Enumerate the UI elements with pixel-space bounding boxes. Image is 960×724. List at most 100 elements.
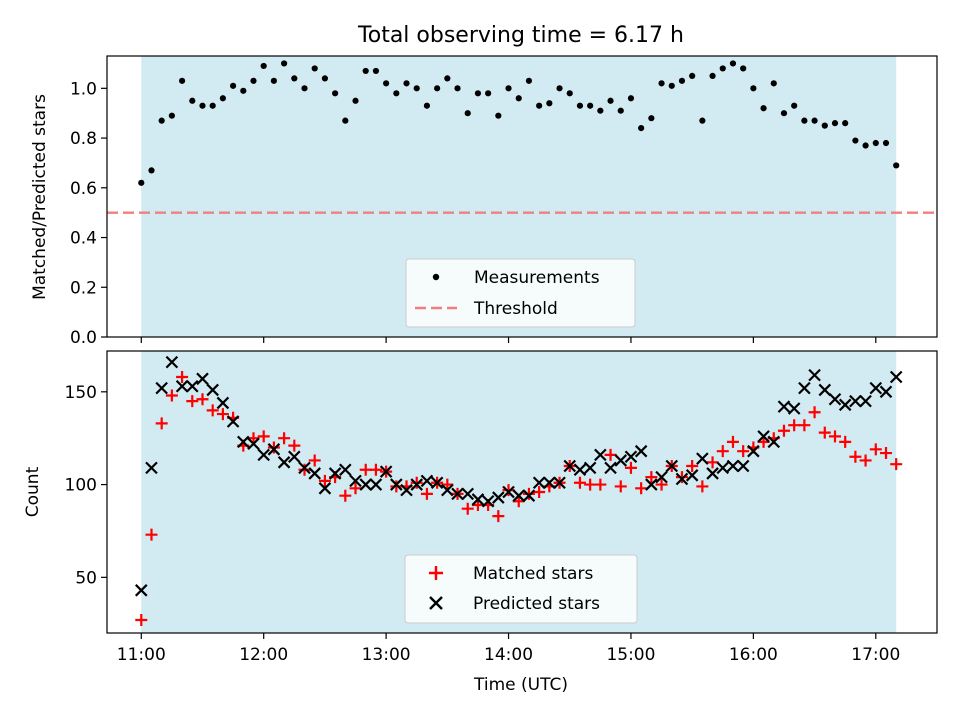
measurement-point [464, 110, 471, 117]
measurement-point [362, 67, 369, 75]
measurement-point [852, 137, 859, 144]
predicted-star-point [461, 487, 475, 501]
measurement-point [791, 102, 798, 109]
matched-star-point [604, 448, 617, 461]
matched-star-point [369, 463, 382, 476]
measurement-point [148, 167, 155, 174]
predicted-star-point [543, 476, 556, 490]
matched-star-point [461, 502, 474, 515]
predicted-star-point [522, 489, 536, 502]
matched-star-point [135, 614, 148, 627]
bottom-y-label: Count [23, 466, 43, 517]
x-tick-label: 14:00 [484, 645, 533, 665]
predicted-star-point [696, 452, 709, 465]
matched-star-point [818, 426, 831, 439]
matched-star-point [471, 498, 484, 511]
top-legend-box [405, 258, 636, 328]
bottom-y-tick-label: 100 [65, 476, 97, 496]
matched-star-point [216, 408, 229, 421]
top-axes-frame [106, 55, 938, 338]
predicted-star-point [706, 467, 719, 480]
predicted-star-point [155, 381, 168, 395]
matched-star-point [420, 487, 433, 500]
legend-measurements-label: Measurements [474, 268, 600, 288]
predicted-star-point [308, 467, 321, 480]
measurement-point [393, 90, 400, 97]
measurement-point [454, 85, 461, 92]
predicted-star-point [451, 487, 464, 501]
measurement-point [648, 115, 655, 122]
matched-star-point [278, 432, 291, 445]
measurement-point [760, 105, 767, 112]
matched-star-point [267, 441, 280, 454]
predicted-star-point [675, 472, 689, 486]
matched-star-point [196, 393, 209, 406]
matched-star-point [176, 370, 189, 383]
matched-star-point [441, 478, 454, 491]
matched-star-point [359, 463, 372, 476]
x-tick-label: 11:00 [117, 645, 166, 665]
measurement-point [444, 75, 451, 82]
measurement-point [332, 90, 339, 97]
measurement-point [678, 77, 686, 84]
predicted-star-point [145, 461, 158, 475]
matched-star-point [635, 482, 648, 495]
predicted-star-point [288, 450, 301, 464]
measurement-point [780, 110, 788, 117]
legend-measurement-marker [432, 273, 440, 281]
top-x-ticks [140, 337, 877, 343]
measurement-point [209, 102, 216, 109]
predicted-star-point [369, 478, 383, 491]
matched-star-point [492, 510, 505, 523]
legend-predicted-marker [429, 596, 443, 610]
measurement-point [260, 62, 267, 70]
measurement-point [862, 142, 869, 149]
top-y-tick-label: 0.4 [70, 229, 97, 249]
predicted-star-point [247, 437, 260, 451]
matched-star-point [573, 476, 586, 489]
matched-star-point [839, 435, 852, 448]
matched-star-point [206, 404, 219, 417]
measurement-point [597, 107, 604, 114]
matched-star-point [186, 395, 199, 408]
top-y-tick-label: 0.2 [70, 278, 97, 298]
measurement-point [566, 90, 573, 97]
measurement-point [158, 117, 165, 124]
measurement-point [668, 82, 675, 89]
predicted-star-point [277, 456, 291, 469]
matched-star-point [788, 419, 801, 432]
matched-star-point [624, 461, 637, 474]
measurement-point [607, 97, 614, 104]
predicted-star-point [614, 454, 628, 467]
matched-star-point [777, 424, 790, 437]
predicted-star-point [390, 478, 403, 491]
measurement-point [383, 80, 390, 87]
matched-star-point [869, 443, 882, 456]
measurement-point [750, 85, 757, 92]
matched-star-point [686, 460, 699, 473]
matched-star-point [757, 435, 770, 448]
predicted-star-point [481, 494, 495, 508]
predicted-star-point [186, 379, 199, 393]
measurement-point [515, 95, 522, 102]
predicted-star-point [767, 435, 781, 449]
top-y-tick-label: 1.0 [70, 79, 97, 99]
predicted-star-point [716, 461, 730, 475]
measurement-point [770, 80, 777, 87]
measurement-point [189, 97, 196, 104]
legend-predicted-label: Predicted stars [473, 594, 600, 614]
measurement-points [138, 60, 900, 186]
measurement-point [219, 95, 226, 102]
measurement-point [882, 139, 890, 147]
predicted-star-point [379, 465, 393, 478]
predicted-star-point [165, 355, 179, 369]
top-legend: Measurements Threshold [405, 258, 636, 328]
measurement-point [689, 72, 696, 79]
matched-star-point [890, 458, 903, 471]
measurement-point [403, 80, 410, 87]
measurement-point [729, 60, 737, 67]
matched-star-point [696, 480, 709, 493]
predicted-star-point [787, 402, 801, 415]
measurement-point [872, 139, 879, 147]
predicted-star-point [624, 450, 638, 464]
